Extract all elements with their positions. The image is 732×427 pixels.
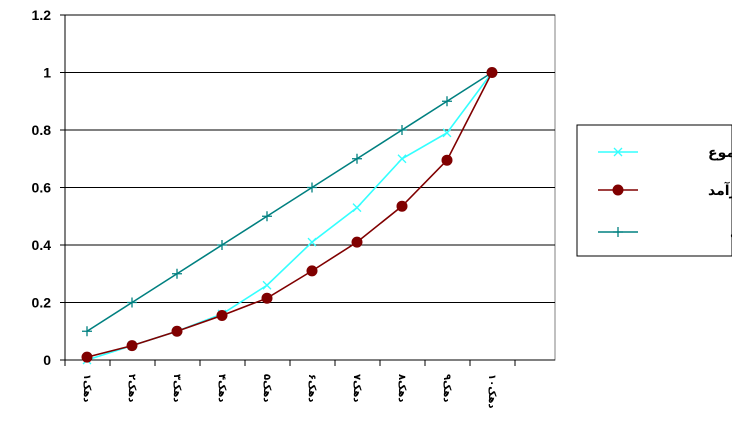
data-point-2-1 — [127, 297, 137, 308]
series-line-1 — [86, 72, 493, 358]
data-point-1-1 — [126, 340, 138, 352]
x-tick-label: دهک۱۰ — [486, 374, 497, 409]
legend-swatch-marker-0 — [613, 147, 623, 157]
data-point-2-3 — [217, 240, 227, 250]
data-point-2-4 — [262, 211, 272, 222]
legend-label: مجموع — [708, 145, 732, 161]
data-point-2-8 — [442, 96, 452, 107]
data-point-1-4 — [261, 292, 273, 304]
data-point-0-8 — [442, 128, 452, 138]
x-tick-label: دهک۸ — [396, 374, 407, 402]
y-tick-label: 1.2 — [32, 7, 52, 23]
y-tick-label: 0.2 — [32, 295, 52, 311]
series-line-0 — [86, 72, 493, 361]
y-tick-label: 0.6 — [32, 180, 52, 196]
data-point-1-5 — [306, 265, 318, 277]
legend-swatch-marker-2 — [613, 227, 623, 237]
data-point-0-7 — [397, 154, 407, 164]
data-point-1-9 — [486, 67, 498, 78]
y-tick-label: 0.8 — [32, 122, 52, 138]
legend-label: درآمد — [708, 181, 732, 199]
x-tick-label: دهک۲ — [126, 374, 137, 402]
x-tick-label: دهک۴ — [216, 374, 227, 402]
x-tick-label: دهک۵ — [261, 374, 272, 402]
data-point-1-2 — [171, 325, 183, 337]
legend-label: خط قطری — [730, 225, 732, 241]
data-point-0-6 — [352, 203, 362, 213]
plot-area: 0 0.2 0.4 0.6 0.8 1 1.2 دهک۱ دهک۲ دهک۳ دهک۴ دهک۵ دهک… — [32, 7, 556, 409]
x-tick-label: دهک۱ — [81, 374, 92, 402]
data-point-2-0 — [82, 326, 92, 337]
series-line-2 — [86, 71, 493, 332]
data-point-2-7 — [397, 125, 407, 135]
data-point-0-4 — [262, 280, 272, 290]
data-point-2-6 — [352, 153, 362, 164]
y-tick-label: 0.4 — [32, 237, 52, 253]
data-point-1-3 — [216, 309, 228, 321]
x-tick-label: دهک۷ — [351, 374, 362, 402]
y-tick-label: 0 — [43, 352, 51, 368]
data-point-1-8 — [441, 154, 453, 166]
x-tick-label: دهک۳ — [171, 374, 182, 402]
data-point-0-5 — [307, 237, 317, 247]
y-tick-label: 1 — [43, 65, 51, 81]
x-tick-label: دهک۶ — [306, 374, 317, 402]
data-point-1-7 — [396, 200, 408, 212]
x-tick-label: دهک۹ — [441, 374, 452, 402]
data-point-2-2 — [172, 268, 182, 279]
data-point-1-0 — [81, 351, 93, 363]
legend-swatch-marker-1 — [612, 184, 624, 196]
data-point-2-5 — [307, 182, 317, 193]
legend: مجموع درآمد خط قطری — [576, 124, 732, 257]
data-point-1-6 — [351, 236, 363, 248]
